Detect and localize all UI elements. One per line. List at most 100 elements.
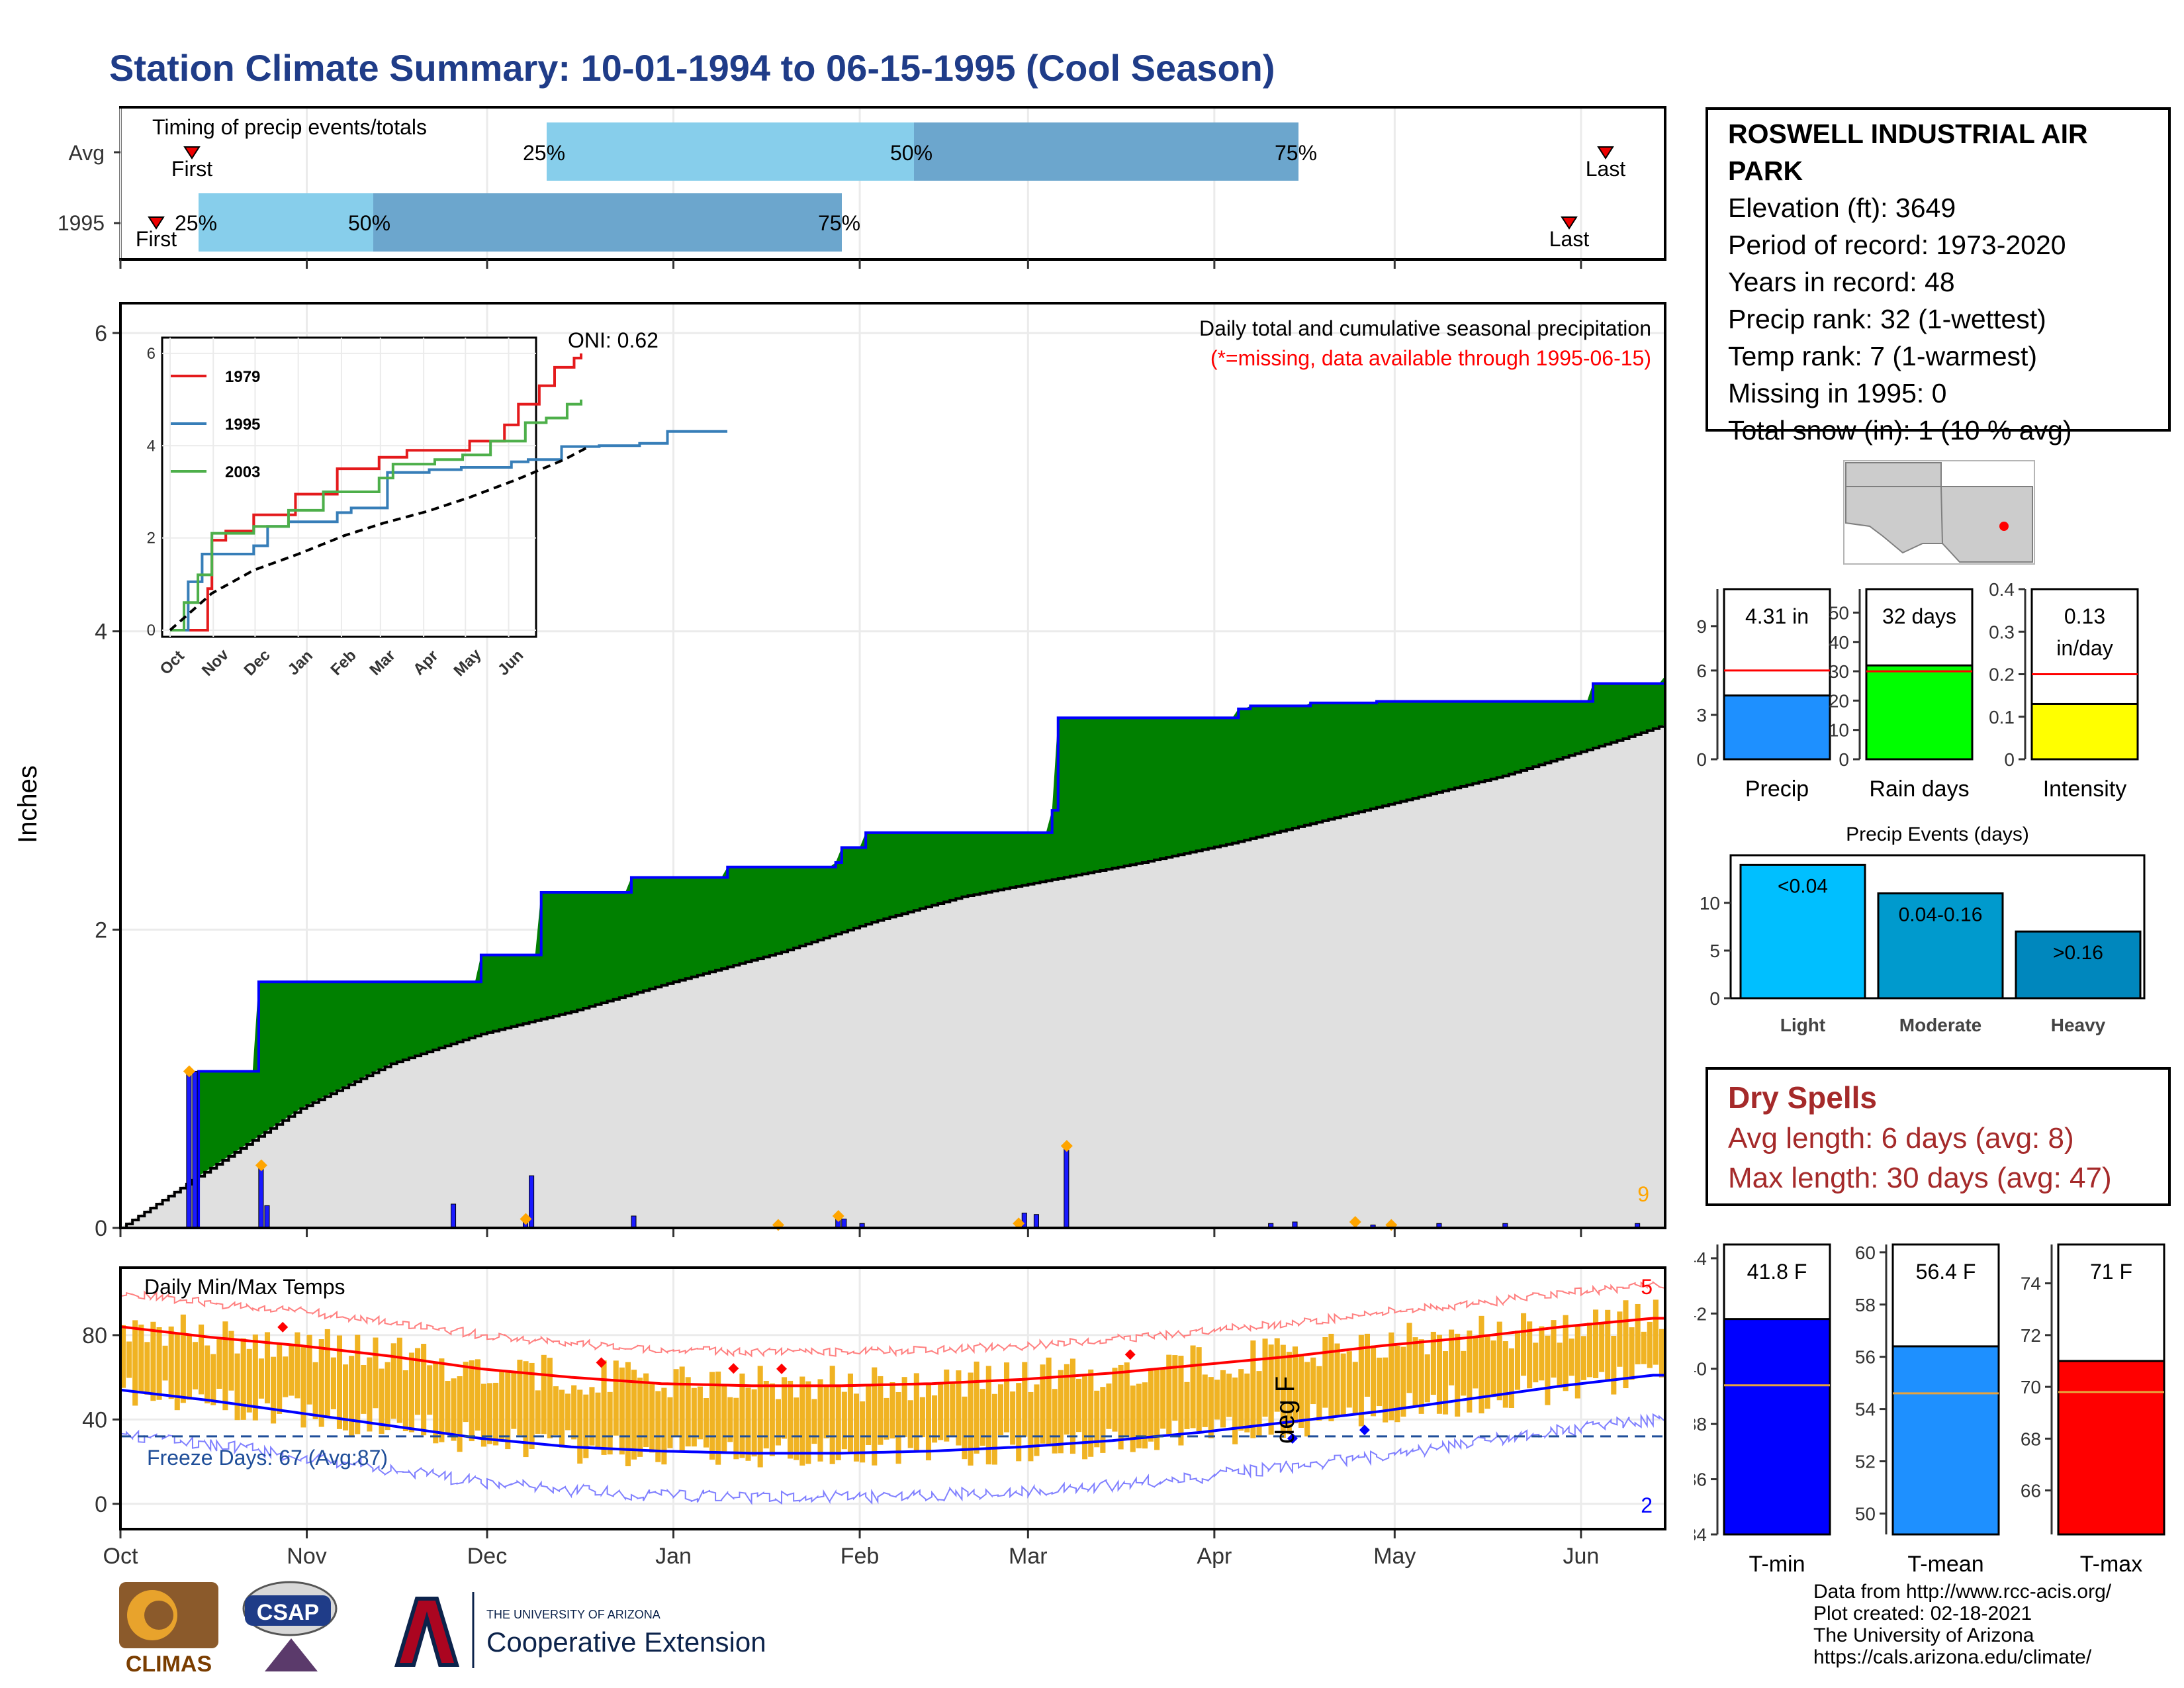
bar-value-label: 0.13 bbox=[2064, 604, 2105, 628]
bar-ytick-label: 54 bbox=[1855, 1399, 1876, 1420]
temp-xtick-label-Apr: Apr bbox=[1197, 1544, 1232, 1569]
daily-temp-bar bbox=[379, 1368, 385, 1434]
inset-ytick-label: 0 bbox=[147, 622, 156, 639]
daily-temp-bar bbox=[1473, 1335, 1479, 1389]
daily-temp-bar bbox=[847, 1374, 853, 1454]
daily-temp-bar bbox=[120, 1325, 126, 1388]
temp-ytick-label: 0 bbox=[95, 1492, 107, 1517]
daily-temp-bar bbox=[210, 1354, 216, 1405]
daily-temp-bar bbox=[691, 1387, 697, 1447]
daily-temp-bar bbox=[1094, 1390, 1100, 1448]
daily-temp-bar bbox=[1490, 1340, 1496, 1397]
daily-temp-bar bbox=[559, 1389, 565, 1448]
daily-precip-bar bbox=[1033, 1214, 1040, 1229]
y1995-25-label: 25% bbox=[175, 211, 217, 235]
daily-temp-bar bbox=[433, 1361, 439, 1444]
daily-temp-bar bbox=[944, 1369, 950, 1442]
daily-temp-bar bbox=[451, 1378, 457, 1441]
average-cumulative-line bbox=[120, 724, 1666, 1229]
y1995-last-marker bbox=[1561, 216, 1578, 230]
daily-temp-bar bbox=[318, 1339, 324, 1427]
daily-temp-bar bbox=[745, 1387, 751, 1461]
temp-summary-bars: 34 36 38 40 42 44 41.8 F T-min 50 52 54 56 58 60 56.4 … bbox=[1694, 1243, 2165, 1577]
daily-temp-bar bbox=[1112, 1368, 1118, 1432]
daily-temp-bar bbox=[199, 1324, 205, 1395]
daily-temp-bar bbox=[174, 1333, 180, 1411]
avg-25-50-bar bbox=[547, 122, 914, 181]
daily-temp-bar bbox=[511, 1371, 517, 1429]
daily-temp-bar bbox=[703, 1397, 709, 1448]
bar-ytick-label: 36 bbox=[1694, 1470, 1707, 1490]
inset-legend-label-2003: 2003 bbox=[225, 463, 260, 481]
daily-temp-bar bbox=[637, 1378, 643, 1457]
daily-precip-bar bbox=[1021, 1212, 1027, 1229]
bar-ytick-label: 0 bbox=[1696, 749, 1707, 770]
daily-temp-bar bbox=[1569, 1338, 1574, 1376]
oni-label: ONI: 0.62 bbox=[568, 328, 659, 352]
events-category-label-Heavy: Heavy bbox=[2051, 1015, 2106, 1035]
station-info-panel: ROSWELL INDUSTRIAL AIR PARK Elevation (f… bbox=[1706, 107, 2171, 445]
daily-temp-bar bbox=[1052, 1389, 1058, 1454]
bar-ytick-label: 60 bbox=[1855, 1243, 1876, 1263]
daily-temp-bar bbox=[1455, 1333, 1461, 1417]
dry-spells-max: Max length: 30 days (avg: 47) bbox=[1728, 1162, 2112, 1194]
daily-temp-bar bbox=[1274, 1338, 1280, 1412]
daily-temp-bar bbox=[884, 1397, 889, 1440]
daily-temp-bar bbox=[1557, 1342, 1563, 1388]
daily-temp-bar bbox=[841, 1391, 847, 1450]
record-high-marker bbox=[1124, 1349, 1136, 1360]
bar-value-label: 56.4 F bbox=[1916, 1260, 1976, 1284]
daily-precip-bar bbox=[264, 1205, 270, 1229]
daily-temp-bar bbox=[1400, 1346, 1406, 1417]
record-high-line bbox=[120, 1280, 1666, 1358]
bar-ytick-label: 56 bbox=[1855, 1347, 1876, 1368]
daily-temp-bar bbox=[355, 1335, 361, 1434]
daily-temp-bar bbox=[595, 1392, 601, 1448]
daily-temp-bar bbox=[1226, 1374, 1232, 1417]
events-title: Precip Events (days) bbox=[1846, 823, 2029, 845]
inset-frame bbox=[161, 336, 537, 638]
daily-temp-bar bbox=[679, 1366, 685, 1451]
daily-temp-bar bbox=[408, 1352, 415, 1432]
daily-temp-bar bbox=[709, 1372, 715, 1460]
precip-ytick-label: 6 bbox=[95, 321, 107, 346]
daily-temp-bar bbox=[289, 1344, 295, 1396]
daily-temp-bar bbox=[1064, 1364, 1069, 1435]
daily-temp-bar bbox=[264, 1332, 271, 1404]
daily-temp-bar bbox=[1641, 1331, 1647, 1364]
daily-temp-bar bbox=[853, 1393, 860, 1462]
daily-temp-bar bbox=[968, 1372, 974, 1466]
daily-temp-bar bbox=[1046, 1357, 1052, 1447]
precip-ytick-label: 4 bbox=[95, 620, 107, 645]
daily-temp-bar bbox=[396, 1337, 402, 1423]
daily-temp-bar bbox=[997, 1384, 1004, 1436]
daily-temp-bar bbox=[1058, 1370, 1064, 1454]
daily-temp-bar bbox=[1346, 1351, 1352, 1408]
daily-temp-bar bbox=[1148, 1368, 1154, 1442]
bar-ytick-label: 40 bbox=[1829, 632, 1849, 653]
y1995-first-marker bbox=[148, 216, 165, 230]
daily-temp-bar bbox=[1449, 1329, 1455, 1385]
daily-temp-bar bbox=[607, 1391, 613, 1455]
daily-temp-bar bbox=[763, 1380, 769, 1449]
events-category-label-Moderate: Moderate bbox=[1899, 1015, 1981, 1035]
precip-event-marker bbox=[1060, 1140, 1073, 1152]
daily-temp-bar bbox=[1232, 1377, 1238, 1444]
temp-xtick-label-May: May bbox=[1373, 1544, 1416, 1569]
temp-plot-frame bbox=[119, 1266, 1666, 1530]
daily-temp-bar bbox=[1328, 1333, 1334, 1422]
daily-temp-bar bbox=[643, 1373, 649, 1448]
daily-temp-bar bbox=[180, 1314, 186, 1403]
daily-temp-bar bbox=[475, 1359, 480, 1431]
daily-temp-bar bbox=[805, 1381, 811, 1464]
inset-legend-label-1995: 1995 bbox=[225, 416, 260, 434]
station-years: Years in record: 48 bbox=[1728, 267, 1955, 297]
station-period: Period of record: 1973-2020 bbox=[1728, 230, 2066, 260]
daily-precip-bar bbox=[186, 1070, 192, 1229]
daily-temp-bar bbox=[649, 1382, 655, 1453]
footer-line-university: The University of Arizona bbox=[1813, 1624, 2034, 1646]
daily-temp-bar bbox=[919, 1397, 925, 1438]
bar-ytick-label: 68 bbox=[2021, 1429, 2041, 1449]
temp-ytick-label: 40 bbox=[82, 1407, 107, 1432]
footer-line-data-source: Data from http://www.rcc-acis.org/ bbox=[1813, 1581, 2112, 1603]
